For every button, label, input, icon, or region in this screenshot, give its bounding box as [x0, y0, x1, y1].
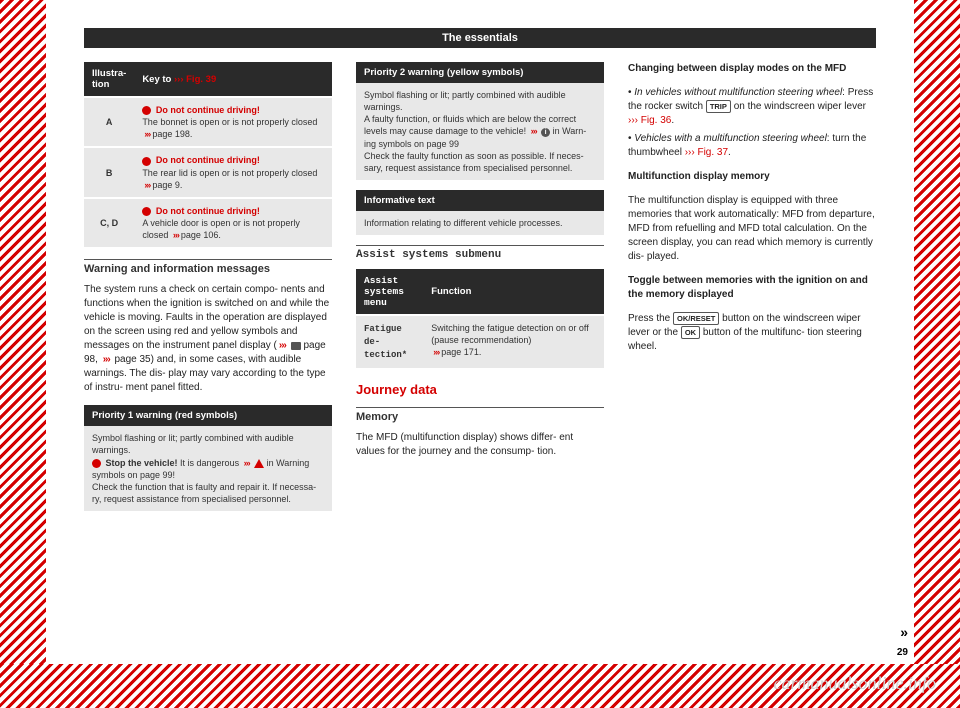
body-text: Press the OK/RESET button on the windscr…: [628, 312, 876, 354]
row-body: Do not continue driving! The rear lid is…: [134, 147, 332, 197]
info-icon: i: [541, 128, 550, 137]
th-illustration: Illustra- tion: [84, 62, 134, 97]
row-body: Do not continue driving! The bonnet is o…: [134, 97, 332, 147]
row-body: Do not continue driving! A vehicle door …: [134, 198, 332, 247]
row-label: B: [84, 147, 134, 197]
stop-icon: [142, 207, 151, 216]
ok-reset-key: OK/RESET: [673, 312, 719, 325]
th-function: Function: [423, 269, 604, 315]
table-row: B Do not continue driving! The rear lid …: [84, 147, 332, 197]
page-header: The essentials: [84, 28, 876, 48]
assist-systems-table: Assist systems menu Function Fatigue de-…: [356, 269, 604, 367]
table-row: Fatigue de- tection* Switching the fatig…: [356, 315, 604, 367]
row-body: Switching the fatigue detection on or of…: [423, 315, 604, 367]
priority1-head: Priority 1 warning (red symbols): [84, 405, 332, 426]
table-row: C, D Do not continue driving! A vehicle …: [84, 198, 332, 247]
body-text: Multifunction display memory: [628, 170, 876, 184]
page: The essentials Illustra- tion Key to ›››…: [46, 0, 914, 664]
section-title: Warning and information messages: [84, 259, 332, 275]
column-2: Priority 2 warning (yellow symbols) Symb…: [356, 62, 604, 521]
stop-icon: [142, 106, 151, 115]
warning-icon: [254, 459, 264, 468]
informative-head: Informative text: [356, 190, 604, 211]
section-title: Assist systems submenu: [356, 245, 604, 261]
priority2-body: Symbol flashing or lit; partly combined …: [356, 83, 604, 180]
ok-key: OK: [681, 326, 700, 339]
priority1-body: Symbol flashing or lit; partly combined …: [84, 426, 332, 511]
body-text: The multifunction display is equipped wi…: [628, 194, 876, 264]
column-1: Illustra- tion Key to ››› Fig. 39 A Do n…: [84, 62, 332, 521]
row-label: A: [84, 97, 134, 147]
body-text: The MFD (multifunction display) shows di…: [356, 431, 604, 459]
row-label: C, D: [84, 198, 134, 247]
illustration-key-table: Illustra- tion Key to ››› Fig. 39 A Do n…: [84, 62, 332, 247]
trip-key: TRIP: [706, 100, 731, 113]
stop-icon: [92, 459, 101, 468]
th-menu: Assist systems menu: [356, 269, 423, 315]
book-icon: [291, 342, 301, 350]
row-label: Fatigue de- tection*: [356, 315, 423, 367]
body-text: Toggle between memories with the ignitio…: [628, 274, 876, 302]
page-number: 29: [897, 647, 908, 658]
column-3: Changing between display modes on the MF…: [628, 62, 876, 521]
priority2-head: Priority 2 warning (yellow symbols): [356, 62, 604, 83]
watermark: carmanualsonline.info: [774, 673, 937, 694]
stop-icon: [142, 157, 151, 166]
body-text: • In vehicles without multifunction stee…: [628, 86, 876, 160]
columns: Illustra- tion Key to ››› Fig. 39 A Do n…: [84, 62, 876, 521]
journey-title: Journey data: [356, 382, 604, 397]
body-text: Changing between display modes on the MF…: [628, 62, 876, 76]
th-keyto: Key to ››› Fig. 39: [134, 62, 332, 97]
section-title: Memory: [356, 407, 604, 423]
informative-body: Information relating to different vehicl…: [356, 211, 604, 235]
body-text: The system runs a check on certain compo…: [84, 283, 332, 395]
table-row: A Do not continue driving! The bonnet is…: [84, 97, 332, 147]
continue-icon: »: [900, 624, 908, 640]
